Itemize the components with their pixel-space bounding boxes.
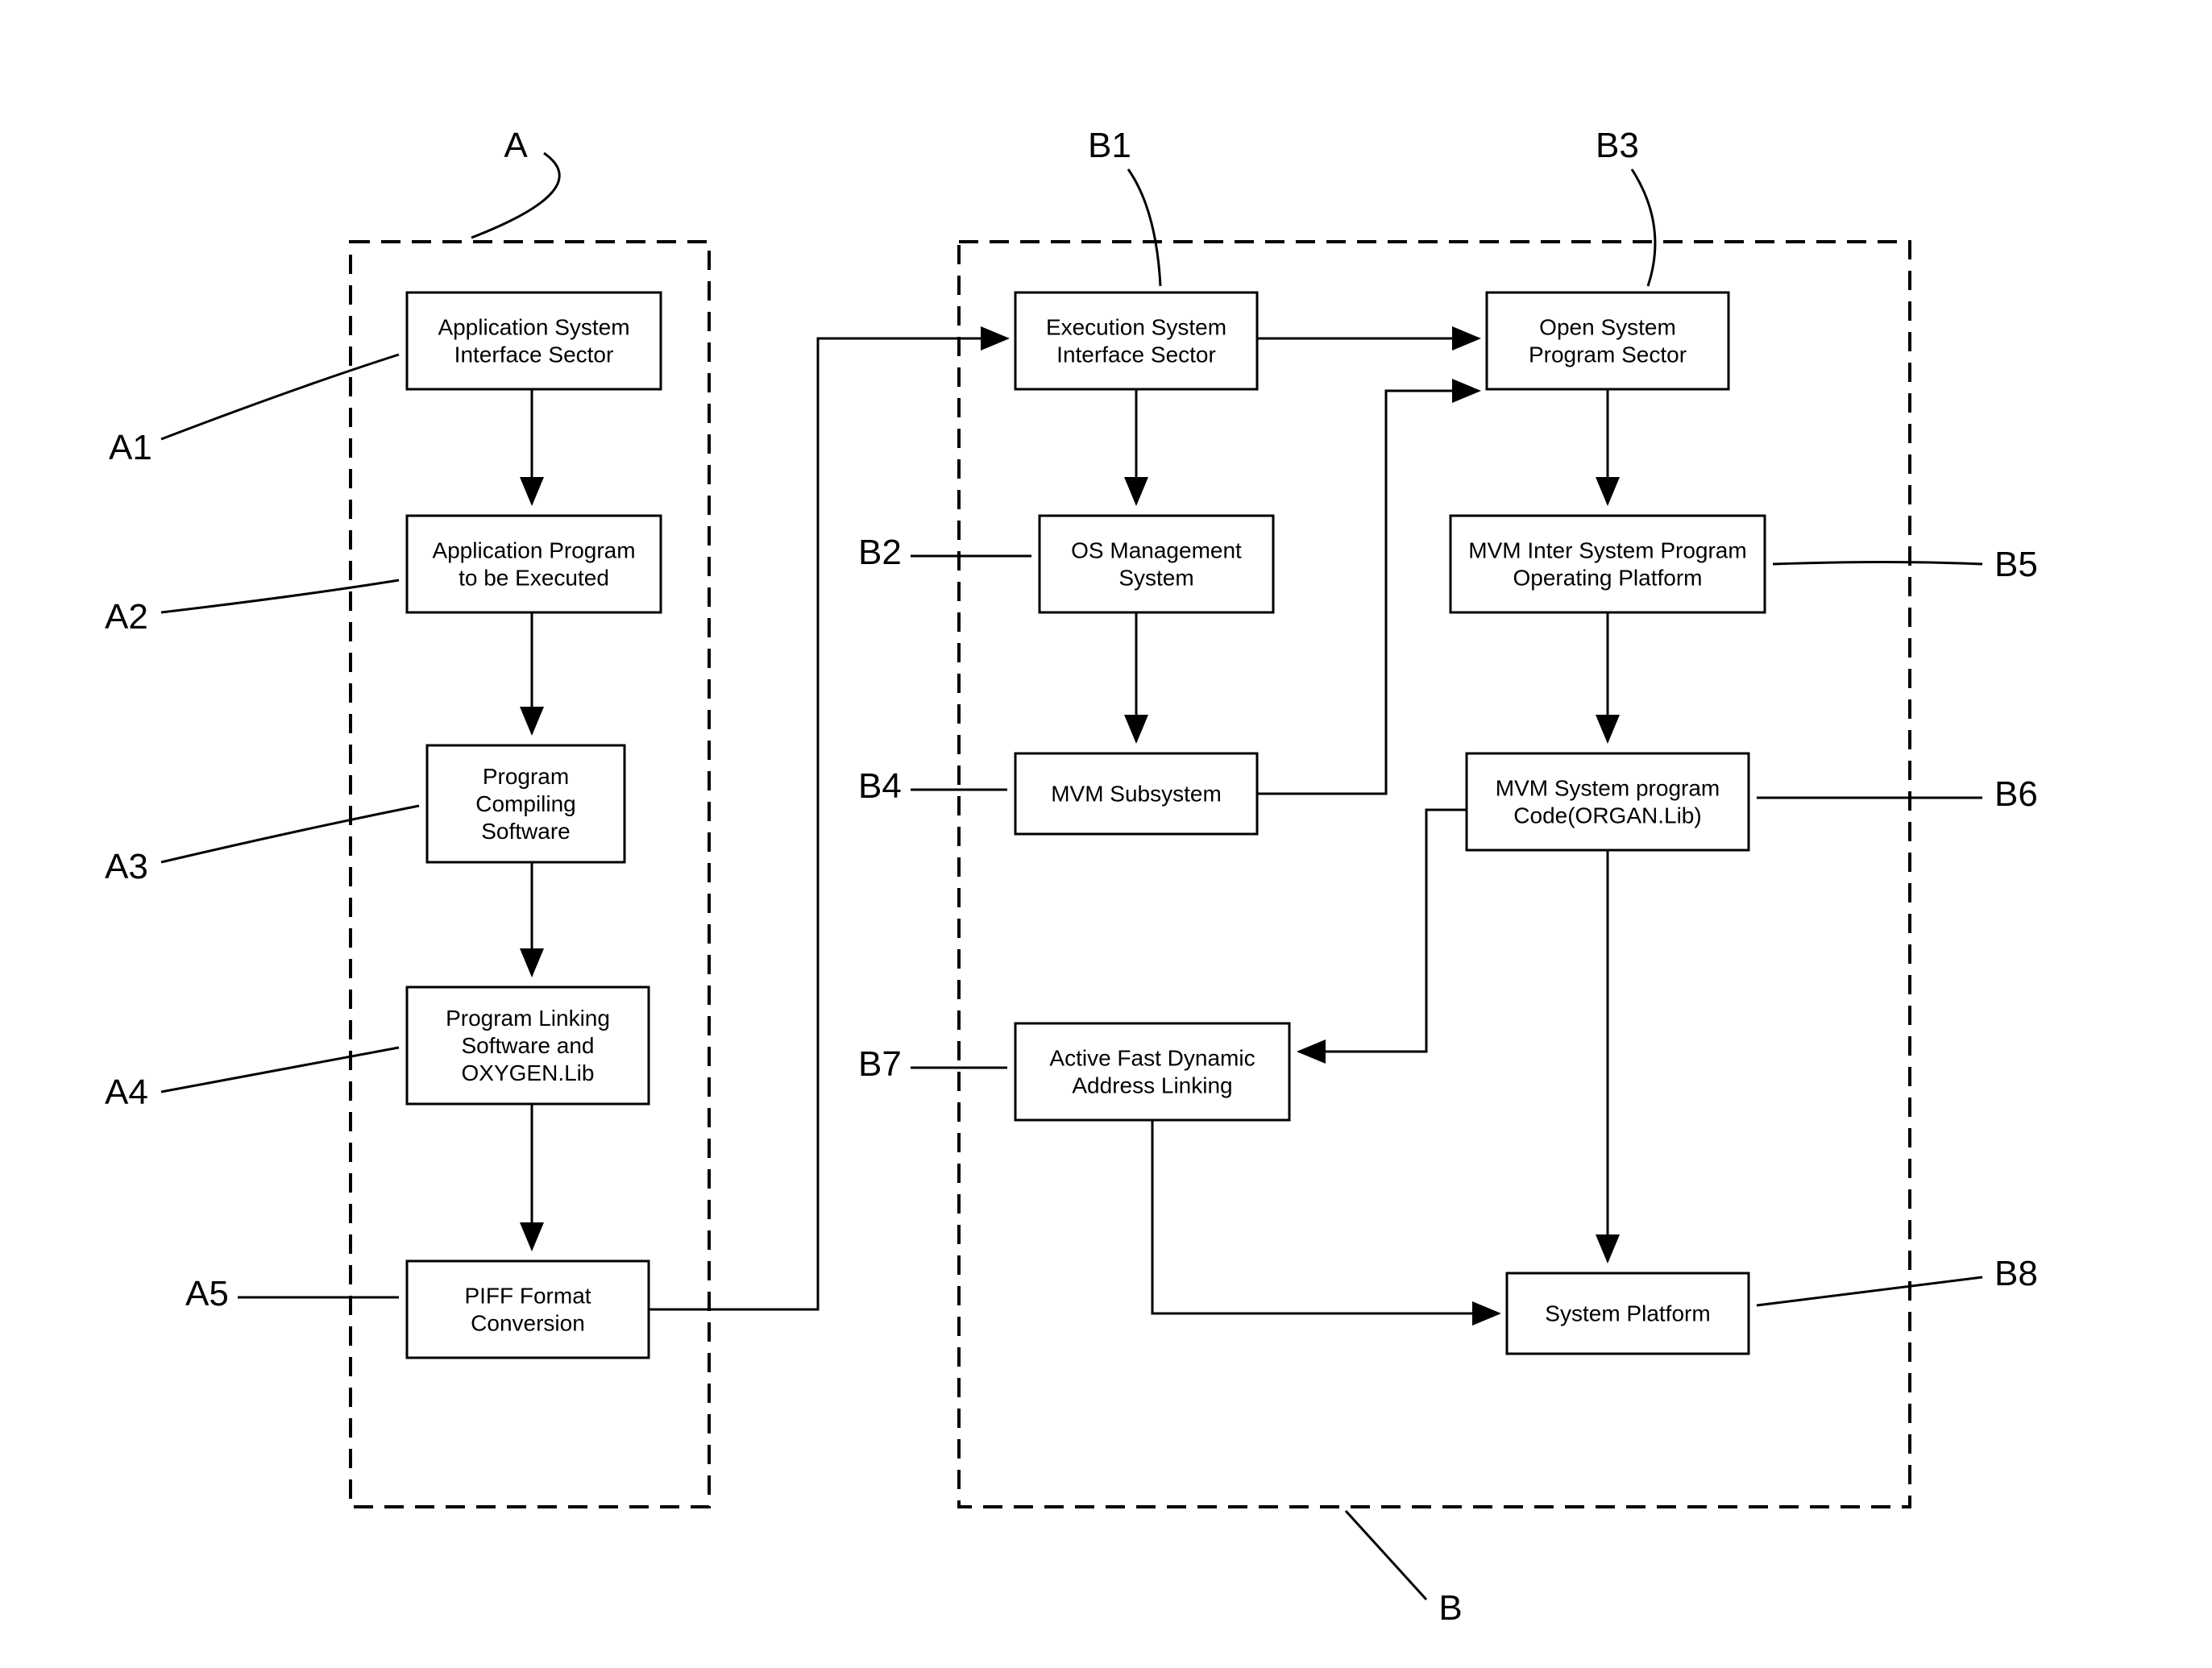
ext-leader-B5: [1773, 562, 1982, 565]
node-B1: Execution System Interface Sector: [1015, 293, 1257, 389]
ext-label-B1: B1: [1088, 126, 1131, 165]
ext-label-B8: B8: [1994, 1254, 2038, 1293]
arrow-13: [1152, 1120, 1499, 1313]
node-label-A2-line1: to be Executed: [459, 565, 609, 590]
ext-label-B2: B2: [858, 533, 902, 572]
node-label-A3-line1: Compiling: [475, 791, 576, 816]
node-label-B3-line1: Program Sector: [1529, 342, 1687, 367]
node-label-B6-line0: MVM System program: [1496, 775, 1720, 800]
ext-label-A5: A5: [185, 1274, 229, 1313]
node-label-B2-line0: OS Management: [1071, 537, 1242, 562]
node-label-A1-line0: Application System: [438, 314, 629, 339]
flowchart-diagram: ABApplication SystemInterface SectorAppl…: [0, 0, 2212, 1668]
ext-leader-A3: [161, 806, 419, 862]
ext-leader-B1: [1128, 169, 1160, 286]
ext-leader-A2: [161, 580, 399, 612]
ext-leader-B8: [1757, 1277, 1982, 1305]
ext-label-A4: A4: [105, 1073, 148, 1112]
ext-label-A2: A2: [105, 597, 148, 637]
node-label-B7-line1: Address Linking: [1072, 1073, 1232, 1097]
node-label-B7-line0: Active Fast Dynamic: [1049, 1045, 1255, 1070]
ext-leader-B3: [1632, 169, 1655, 286]
node-label-A2-line0: Application Program: [432, 537, 635, 562]
arrow-8: [1257, 391, 1479, 794]
node-label-A4-line0: Program Linking: [446, 1006, 610, 1031]
ext-label-B7: B7: [858, 1044, 902, 1084]
node-label-A5-line0: PIFF Format: [464, 1283, 591, 1308]
node-B3: Open System Program Sector: [1487, 293, 1729, 389]
arrow-12: [1299, 810, 1467, 1052]
node-A5: PIFF FormatConversion: [407, 1261, 649, 1358]
node-label-A3-line0: Program: [483, 764, 569, 789]
node-label-B1-line0: Execution System: [1046, 314, 1226, 339]
node-A4: Program LinkingSoftware andOXYGEN.Lib: [407, 987, 649, 1104]
node-label-B2-line1: System: [1118, 565, 1193, 590]
node-B7: Active Fast Dynamic Address Linking: [1015, 1023, 1289, 1120]
node-B2: OS Management System: [1040, 516, 1273, 612]
node-A2: Application Program to be Executed: [407, 516, 661, 612]
node-label-B5-line1: Operating Platform: [1513, 565, 1703, 590]
node-label-B4-line0: MVM Subsystem: [1051, 781, 1222, 806]
ext-label-A1: A1: [109, 428, 152, 467]
container-leader-A: [471, 153, 559, 238]
ext-label-B4: B4: [858, 766, 902, 806]
ext-label-B5: B5: [1994, 545, 2038, 584]
container-B: [959, 242, 1910, 1507]
node-label-A3-line2: Software: [481, 819, 571, 844]
ext-leader-A4: [161, 1048, 399, 1092]
ext-label-B3: B3: [1596, 126, 1639, 165]
node-label-A4-line2: OXYGEN.Lib: [462, 1060, 595, 1085]
node-label-B6-line1: Code(ORGAN.Lib): [1513, 803, 1701, 828]
node-B6: MVM System program Code(ORGAN.Lib): [1467, 753, 1749, 850]
node-label-B8-line0: System Platform: [1545, 1301, 1710, 1326]
node-label-B5-line0: MVM Inter System Program: [1468, 537, 1746, 562]
node-B4: MVM Subsystem: [1015, 753, 1257, 834]
node-label-A5-line1: Conversion: [471, 1310, 585, 1335]
arrow-4: [649, 338, 1007, 1309]
node-label-B3-line0: Open System: [1539, 314, 1676, 339]
node-label-B1-line1: Interface Sector: [1056, 342, 1216, 367]
container-label-B: B: [1438, 1588, 1462, 1628]
container-leader-B: [1346, 1511, 1426, 1600]
node-B5: MVM Inter System Program Operating Platfo…: [1450, 516, 1765, 612]
node-A3: ProgramCompiling Software: [427, 745, 625, 862]
container-label-A: A: [504, 126, 528, 165]
node-label-A1-line1: Interface Sector: [454, 342, 614, 367]
node-label-A4-line1: Software and: [462, 1033, 595, 1058]
ext-label-A3: A3: [105, 847, 148, 886]
ext-leader-A1: [161, 355, 399, 439]
ext-label-B6: B6: [1994, 774, 2038, 814]
node-A1: Application System Interface Sector: [407, 293, 661, 389]
node-B8: System Platform: [1507, 1273, 1749, 1354]
